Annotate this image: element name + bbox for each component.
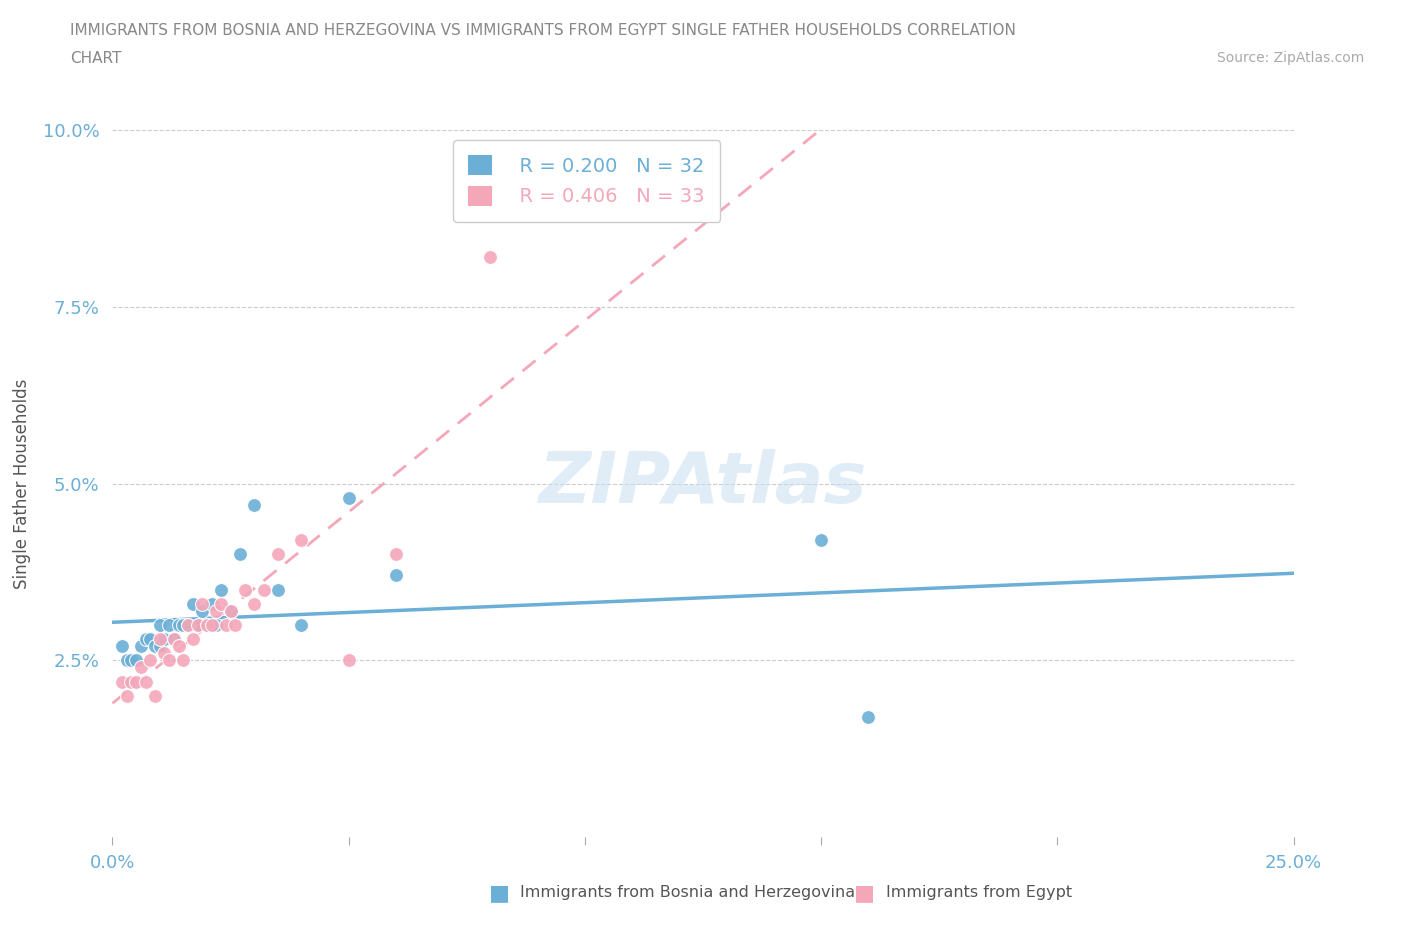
Text: ZIPAtlas: ZIPAtlas [538,449,868,518]
Point [177,618,200,632]
Point [205,604,228,618]
Point [209,596,232,611]
Point [479,250,502,265]
Text: IMMIGRANTS FROM BOSNIA AND HERZEGOVINA VS IMMIGRANTS FROM EGYPT SINGLE FATHER HO: IMMIGRANTS FROM BOSNIA AND HERZEGOVINA V… [70,23,1017,38]
Point [111,674,134,689]
Point [157,618,180,632]
Point [201,618,224,632]
Point [129,639,152,654]
Text: Immigrants from Bosnia and Herzegovina: Immigrants from Bosnia and Herzegovina [520,885,855,900]
Point [172,618,194,632]
Point [219,604,242,618]
Point [215,618,238,632]
Y-axis label: Single Father Households: Single Father Households [14,379,31,589]
Point [153,631,176,646]
Point [135,674,157,689]
Point [195,618,218,632]
Point [167,618,190,632]
Point [163,631,186,646]
Point [129,660,152,675]
Point [385,547,408,562]
Point [157,653,180,668]
Point [253,582,276,597]
Point [149,618,172,632]
Text: ■: ■ [489,883,509,903]
Point [233,582,256,597]
Text: Immigrants from Egypt: Immigrants from Egypt [886,885,1071,900]
Point [120,674,142,689]
Point [229,547,252,562]
Point [167,639,190,654]
Point [115,688,138,703]
Point [209,582,232,597]
Point [149,639,172,654]
Text: CHART: CHART [70,51,122,66]
Point [149,631,172,646]
Point [385,568,408,583]
Point [858,710,880,724]
Point [181,631,204,646]
Point [191,596,214,611]
Point [290,533,312,548]
Point [186,618,208,632]
Point [810,533,832,548]
Point [111,639,134,654]
Point [243,498,266,512]
Point [125,674,148,689]
Point [201,596,224,611]
Point [163,631,186,646]
Point [186,618,208,632]
Point [139,631,162,646]
Point [120,653,142,668]
Point [191,604,214,618]
Point [195,618,218,632]
Point [115,653,138,668]
Point [177,618,200,632]
Point [125,653,148,668]
Point [267,582,290,597]
Point [219,604,242,618]
Point [143,639,166,654]
Point [337,490,360,505]
Point [181,596,204,611]
Point [172,653,194,668]
Point [224,618,246,632]
Point [290,618,312,632]
Point [135,631,157,646]
Point [205,618,228,632]
Point [267,547,290,562]
Point [243,596,266,611]
Point [153,645,176,660]
Text: Source: ZipAtlas.com: Source: ZipAtlas.com [1216,51,1364,65]
Point [139,653,162,668]
Point [337,653,360,668]
Point [143,688,166,703]
Text: ■: ■ [855,883,875,903]
Legend:   R = 0.200   N = 32,   R = 0.406   N = 33: R = 0.200 N = 32, R = 0.406 N = 33 [453,140,720,222]
